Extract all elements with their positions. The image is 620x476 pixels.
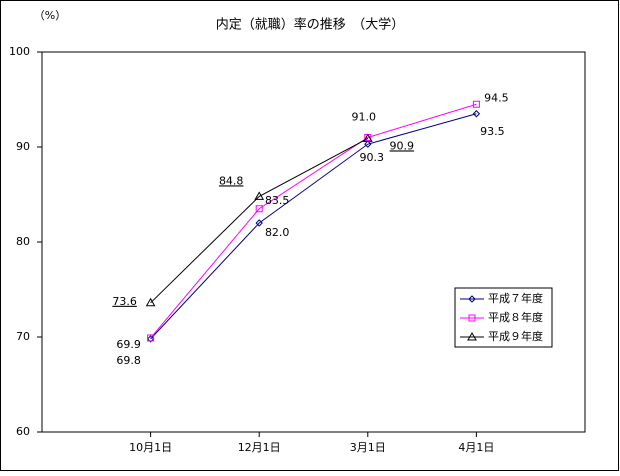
legend-label: 平成８年度 [488,310,543,324]
marker [255,205,263,213]
x-tick-label: 4月1日 [458,441,494,454]
marker [145,297,156,307]
marker [255,219,263,227]
y-tick-label: 100 [9,45,30,58]
x-tick-label: 12月1日 [238,441,281,454]
legend-label: 平成７年度 [488,291,543,305]
data-label: 83.5 [265,194,290,207]
marker [254,191,265,200]
x-tick-label: 3月1日 [350,441,386,454]
marker [364,140,372,148]
data-label: 69.9 [116,338,141,351]
marker [467,331,477,341]
y-unit: （%） [34,9,66,22]
y-tick-label: 70 [16,330,30,343]
marker [468,295,476,303]
data-label: 94.5 [484,91,509,104]
x-tick-label: 10月1日 [129,441,172,454]
data-label: 91.0 [352,111,377,124]
data-label: 93.5 [480,125,505,138]
y-tick-label: 90 [16,140,30,153]
marker [362,133,373,142]
data-label: 84.8 [219,174,244,187]
series-line [150,103,477,339]
data-label: 73.6 [112,295,137,308]
y-tick-label: 60 [16,425,30,438]
marker [472,110,481,118]
data-label: 82.0 [265,226,290,239]
legend-label: 平成９年度 [488,329,543,343]
data-label: 90.3 [360,151,385,164]
marker [472,100,480,108]
series-line [150,113,477,340]
data-label: 69.8 [116,354,141,367]
chart-title: 内定（就職）率の推移 （大学） [216,17,405,33]
series-line [150,138,369,304]
marker [468,314,476,322]
marker [146,335,155,343]
data-label: 90.9 [390,139,415,152]
y-tick-label: 80 [16,235,30,248]
marker [147,334,155,342]
